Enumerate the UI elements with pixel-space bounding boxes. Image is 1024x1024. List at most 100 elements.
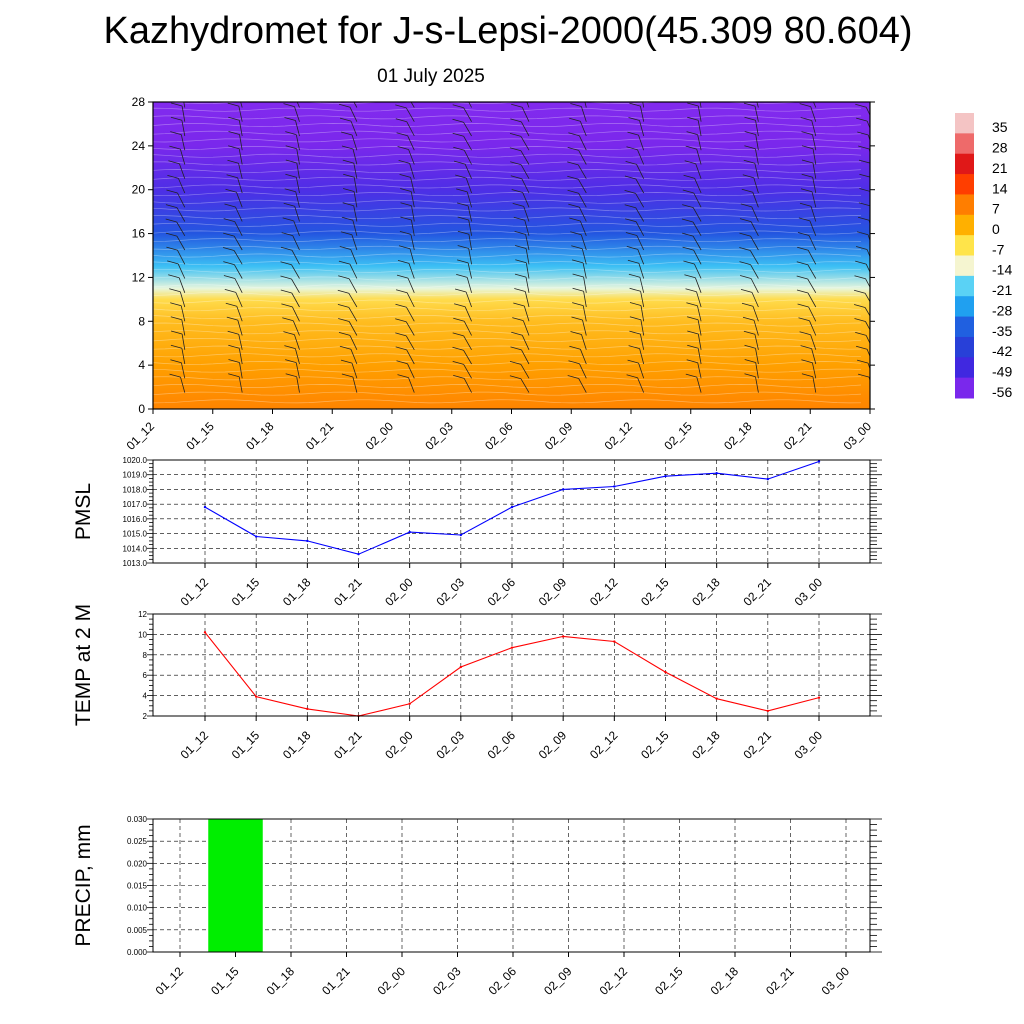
wind-barb: [744, 145, 759, 165]
wind-barb: [169, 373, 186, 393]
wind-barb: [280, 261, 300, 279]
y-tick-label: 6: [143, 671, 148, 680]
isotherm-line: [153, 107, 862, 112]
x-tick-label: 02_03: [433, 575, 467, 609]
wind-barb: [456, 188, 472, 208]
wind-barb: [453, 160, 472, 179]
x-tick-label: 02_12: [597, 964, 631, 998]
x-tick-label: 02_12: [587, 575, 621, 609]
wind-barb: [282, 317, 300, 336]
x-tick-label: 02_00: [382, 575, 416, 609]
y-tick-label: 2: [143, 712, 148, 721]
wind-barb: [798, 317, 817, 336]
wind-barb: [568, 203, 587, 222]
wind-barb: [682, 204, 702, 222]
wind-barb: [165, 204, 186, 222]
wind-barb: [339, 117, 358, 137]
y-tick-label: 1014.0: [123, 544, 148, 553]
wind-barb: [282, 217, 300, 236]
wind-barb: [858, 159, 870, 166]
wind-barb: [625, 161, 645, 179]
wind-barb: [183, 102, 186, 108]
isotherm-line: [153, 138, 862, 143]
wind-barb: [165, 218, 186, 237]
wind-barb: [797, 246, 817, 265]
wind-barb: [169, 145, 186, 165]
wind-barb: [338, 260, 358, 279]
y-tick-label: 1017.0: [123, 500, 148, 509]
wind-barb: [395, 104, 415, 122]
wind-barb: [853, 289, 870, 303]
wind-barb: [227, 102, 243, 122]
y-axis-label: PMSL: [72, 483, 95, 540]
colorbar-label: -14: [992, 262, 1012, 278]
plot-frame: [152, 459, 871, 564]
wind-barb: [222, 247, 243, 265]
x-tick-label: 01_12: [124, 419, 158, 453]
wind-barb: [510, 118, 530, 137]
x-tick-label: 01_15: [229, 575, 263, 609]
isotherm-line: [153, 123, 862, 127]
precip-bar: [208, 819, 263, 952]
x-tick-label: 01_15: [208, 964, 242, 998]
wind-barb: [170, 131, 186, 151]
data-point: [664, 670, 667, 674]
wind-barb: [281, 303, 300, 322]
wind-barb: [685, 145, 702, 165]
wind-barb: [624, 204, 645, 222]
wind-barb: [572, 273, 587, 293]
wind-barb: [397, 146, 415, 165]
wind-barb: [285, 373, 300, 393]
wind-barb: [853, 304, 870, 317]
y-axis-label: TEMP at 2 M: [72, 604, 95, 726]
isotherm-line: [153, 245, 862, 250]
wind-barb: [285, 131, 300, 151]
wind-barb: [856, 231, 870, 242]
wind-barb: [457, 245, 472, 265]
x-tick-label: 01_21: [303, 419, 337, 453]
wind-barb: [567, 189, 587, 208]
data-point: [817, 696, 821, 699]
isotherm-line: [153, 391, 862, 396]
wind-barb: [456, 259, 472, 279]
wind-barb: [285, 359, 300, 379]
colorbar-swatch: [955, 336, 974, 358]
y-tick-label: 16: [132, 227, 146, 241]
wind-barb: [224, 289, 243, 308]
isotherm-line: [153, 337, 862, 342]
x-tick-label: 02_09: [541, 964, 575, 998]
isotherm-line: [153, 368, 862, 373]
x-tick-label: 02_09: [536, 728, 570, 762]
data-point: [613, 485, 616, 488]
colorbar-label: 0: [992, 221, 1000, 237]
wind-barb: [514, 273, 530, 293]
wind-barb: [627, 359, 645, 379]
wind-barb: [572, 302, 587, 322]
x-tick-label: 02_06: [486, 964, 520, 998]
x-tick-label: 02_00: [375, 964, 409, 998]
wind-barb: [228, 373, 243, 393]
wind-barb: [170, 316, 186, 336]
wind-barb: [854, 275, 870, 288]
isotherm-line: [153, 176, 862, 181]
colorbar-label: 14: [992, 180, 1008, 196]
x-tick-label: 02_03: [430, 964, 464, 998]
wind-barb: [456, 202, 472, 222]
wind-barb: [514, 231, 530, 251]
wind-barb: [395, 289, 415, 308]
wind-barb: [468, 102, 472, 108]
wind-barb: [740, 203, 759, 222]
wind-barb: [509, 361, 530, 379]
wind-barb: [740, 289, 759, 308]
wind-barb: [453, 317, 472, 336]
wind-barb: [170, 116, 186, 137]
wind-barb: [168, 274, 186, 293]
wind-barb: [457, 230, 472, 251]
wind-barb: [339, 345, 358, 365]
data-point: [408, 702, 411, 705]
wind-barb: [629, 316, 645, 336]
wind-barb: [398, 160, 415, 179]
colorbar-swatch: [955, 377, 974, 399]
wind-barb: [797, 232, 817, 251]
data-point: [203, 505, 207, 509]
